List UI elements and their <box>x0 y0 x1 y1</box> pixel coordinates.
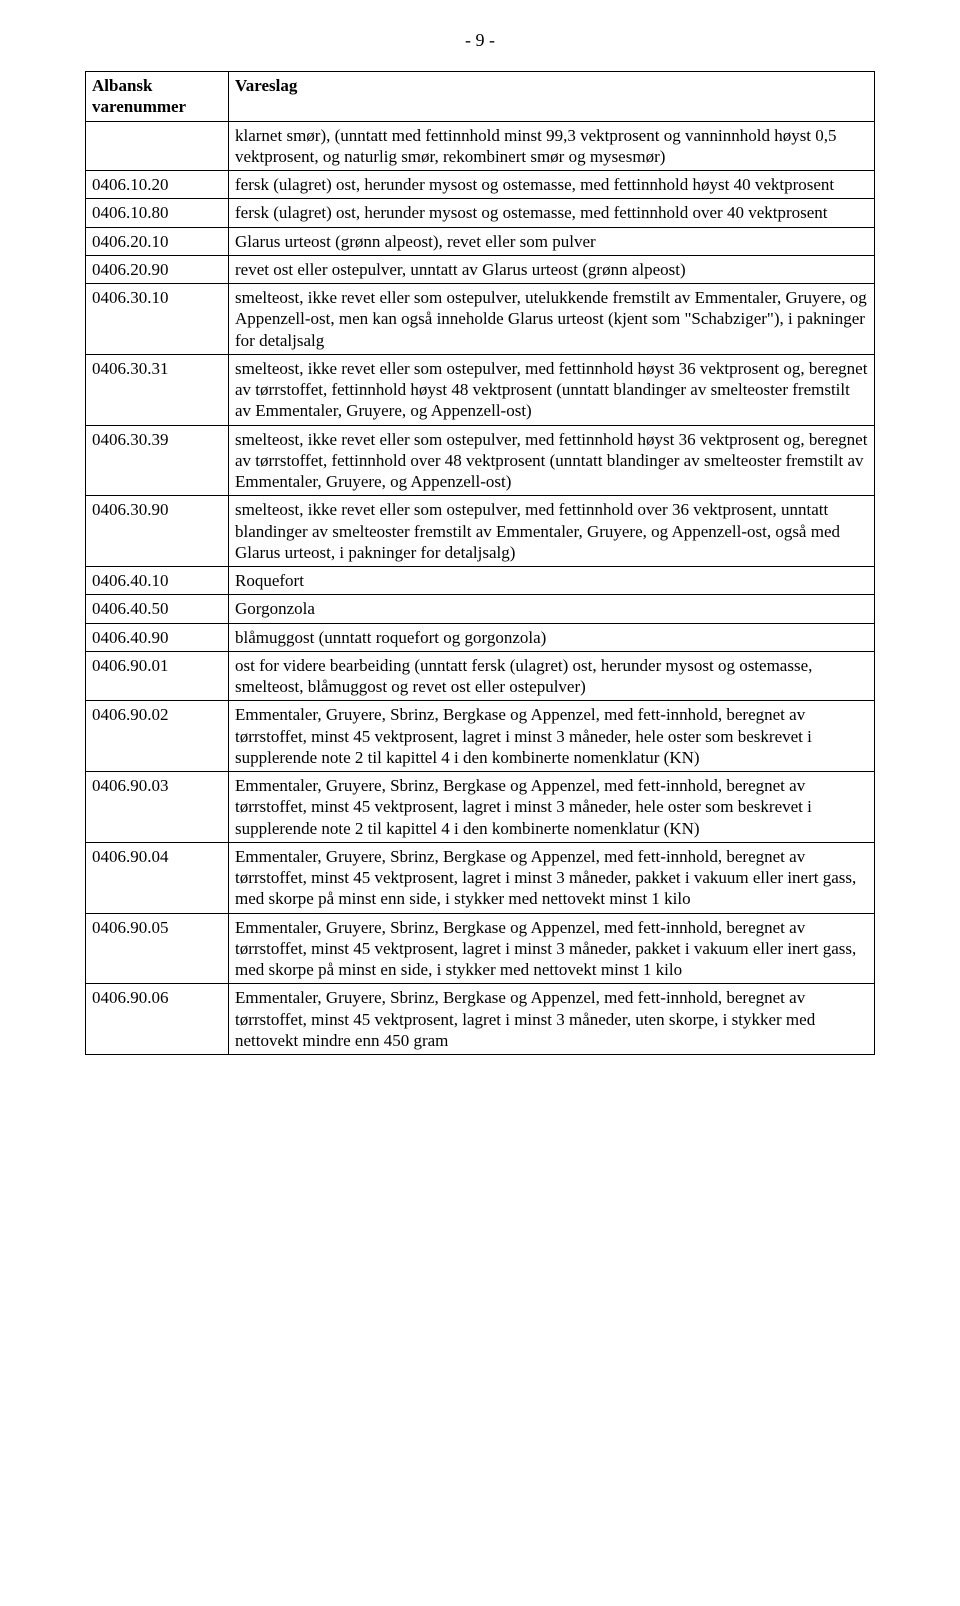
cell-desc: fersk (ulagret) ost, herunder mysost og … <box>229 199 875 227</box>
cell-code: 0406.90.05 <box>86 913 229 984</box>
table-row: 0406.90.01ost for videre bearbeiding (un… <box>86 651 875 701</box>
cell-desc: revet ost eller ostepulver, unntatt av G… <box>229 255 875 283</box>
cell-code: 0406.30.90 <box>86 496 229 567</box>
cell-code: 0406.90.02 <box>86 701 229 772</box>
table-row: 0406.30.39smelteost, ikke revet eller so… <box>86 425 875 496</box>
cell-code: 0406.40.10 <box>86 567 229 595</box>
cell-desc: smelteost, ikke revet eller som ostepulv… <box>229 496 875 567</box>
cell-desc: klarnet smør), (unntatt med fettinnhold … <box>229 121 875 171</box>
table-row: 0406.40.10Roquefort <box>86 567 875 595</box>
cell-desc: smelteost, ikke revet eller som ostepulv… <box>229 425 875 496</box>
table-row: 0406.40.50Gorgonzola <box>86 595 875 623</box>
cell-code: 0406.90.03 <box>86 772 229 843</box>
cell-desc: Roquefort <box>229 567 875 595</box>
cell-desc: smelteost, ikke revet eller som ostepulv… <box>229 354 875 425</box>
table-row: 0406.30.90smelteost, ikke revet eller so… <box>86 496 875 567</box>
table-row: 0406.10.80fersk (ulagret) ost, herunder … <box>86 199 875 227</box>
table-row: 0406.30.31smelteost, ikke revet eller so… <box>86 354 875 425</box>
table-row: 0406.20.10Glarus urteost (grønn alpeost)… <box>86 227 875 255</box>
table-row: 0406.20.90revet ost eller ostepulver, un… <box>86 255 875 283</box>
table-row: klarnet smør), (unntatt med fettinnhold … <box>86 121 875 171</box>
header-desc: Vareslag <box>229 72 875 122</box>
cell-code: 0406.20.90 <box>86 255 229 283</box>
cell-desc: smelteost, ikke revet eller som ostepulv… <box>229 284 875 355</box>
cell-desc: fersk (ulagret) ost, herunder mysost og … <box>229 171 875 199</box>
cell-desc: Gorgonzola <box>229 595 875 623</box>
cell-desc: Emmentaler, Gruyere, Sbrinz, Bergkase og… <box>229 842 875 913</box>
page: - 9 - Albansk varenummer Vareslag klarne… <box>0 0 960 1115</box>
cell-code: 0406.10.20 <box>86 171 229 199</box>
table-row: 0406.90.02Emmentaler, Gruyere, Sbrinz, B… <box>86 701 875 772</box>
cell-code: 0406.30.10 <box>86 284 229 355</box>
cell-code: 0406.10.80 <box>86 199 229 227</box>
table-header-row: Albansk varenummer Vareslag <box>86 72 875 122</box>
cell-desc: Emmentaler, Gruyere, Sbrinz, Bergkase og… <box>229 772 875 843</box>
cell-desc: ost for videre bearbeiding (unntatt fers… <box>229 651 875 701</box>
cell-code: 0406.90.06 <box>86 984 229 1055</box>
cell-code: 0406.20.10 <box>86 227 229 255</box>
cell-code: 0406.40.50 <box>86 595 229 623</box>
cell-desc: blåmuggost (unntatt roquefort og gorgonz… <box>229 623 875 651</box>
table-row: 0406.90.03Emmentaler, Gruyere, Sbrinz, B… <box>86 772 875 843</box>
cell-code: 0406.90.01 <box>86 651 229 701</box>
cell-code: 0406.30.31 <box>86 354 229 425</box>
cell-code <box>86 121 229 171</box>
table-row: 0406.90.06Emmentaler, Gruyere, Sbrinz, B… <box>86 984 875 1055</box>
table-row: 0406.90.04Emmentaler, Gruyere, Sbrinz, B… <box>86 842 875 913</box>
cell-desc: Emmentaler, Gruyere, Sbrinz, Bergkase og… <box>229 984 875 1055</box>
page-number: - 9 - <box>85 30 875 51</box>
header-code: Albansk varenummer <box>86 72 229 122</box>
cell-code: 0406.90.04 <box>86 842 229 913</box>
cell-desc: Glarus urteost (grønn alpeost), revet el… <box>229 227 875 255</box>
table-row: 0406.40.90blåmuggost (unntatt roquefort … <box>86 623 875 651</box>
cell-code: 0406.30.39 <box>86 425 229 496</box>
cell-code: 0406.40.90 <box>86 623 229 651</box>
table-row: 0406.90.05Emmentaler, Gruyere, Sbrinz, B… <box>86 913 875 984</box>
cell-desc: Emmentaler, Gruyere, Sbrinz, Bergkase og… <box>229 913 875 984</box>
tariff-table: Albansk varenummer Vareslag klarnet smør… <box>85 71 875 1055</box>
cell-desc: Emmentaler, Gruyere, Sbrinz, Bergkase og… <box>229 701 875 772</box>
table-row: 0406.30.10smelteost, ikke revet eller so… <box>86 284 875 355</box>
table-row: 0406.10.20fersk (ulagret) ost, herunder … <box>86 171 875 199</box>
